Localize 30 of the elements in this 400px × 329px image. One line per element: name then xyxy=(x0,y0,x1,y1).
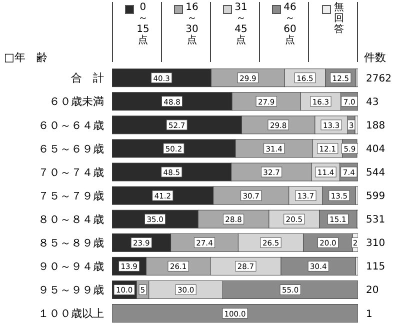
legend-label: 16～30点 xyxy=(186,2,198,46)
y2-tick-label: 531 xyxy=(366,214,386,226)
y2-axis-title: 件数 xyxy=(364,50,386,65)
legend-label: 46～60点 xyxy=(284,2,296,46)
y2-tick-label: 43 xyxy=(366,96,379,108)
legend-label: 0～15点 xyxy=(136,2,150,46)
y-tick-label: ６５～６９歳 xyxy=(38,142,104,156)
y-tick-label: ７０～７４歳 xyxy=(38,166,104,179)
y2-tick-label: 20 xyxy=(366,285,379,296)
y-tick-label: ６０～６４歳 xyxy=(38,118,104,132)
y-tick-label: ７５～７９歳 xyxy=(38,189,104,202)
legend-label: 31～45点 xyxy=(234,2,248,46)
y2-tick-label: 115 xyxy=(366,262,386,273)
y-tick-label: ８０～８４歳 xyxy=(38,212,104,226)
y2-tick-label: 2762 xyxy=(366,73,392,84)
y2-tick-label: 310 xyxy=(366,238,386,250)
y2-tick-label: 404 xyxy=(366,144,386,155)
y2-tick-label: 188 xyxy=(366,120,386,132)
y-tick-label: ９０～９４歳 xyxy=(38,260,104,274)
y2-tick-label: 544 xyxy=(366,168,386,179)
y-tick-label: ８５～８９歳 xyxy=(38,236,104,250)
y-tick-label: 合 計 xyxy=(71,72,104,85)
y-tick-label: １００歳以上 xyxy=(38,307,104,320)
y-tick-label: ６０歳未満 xyxy=(49,95,104,108)
y2-tick-label: 599 xyxy=(366,191,386,202)
y-tick-label: ９５～９９歳 xyxy=(38,284,104,297)
legend-label: 無回答 xyxy=(334,2,344,35)
y2-tick-label: 1 xyxy=(366,308,372,320)
bar xyxy=(112,304,358,323)
y-axis-title: □年 齢 xyxy=(4,50,48,65)
